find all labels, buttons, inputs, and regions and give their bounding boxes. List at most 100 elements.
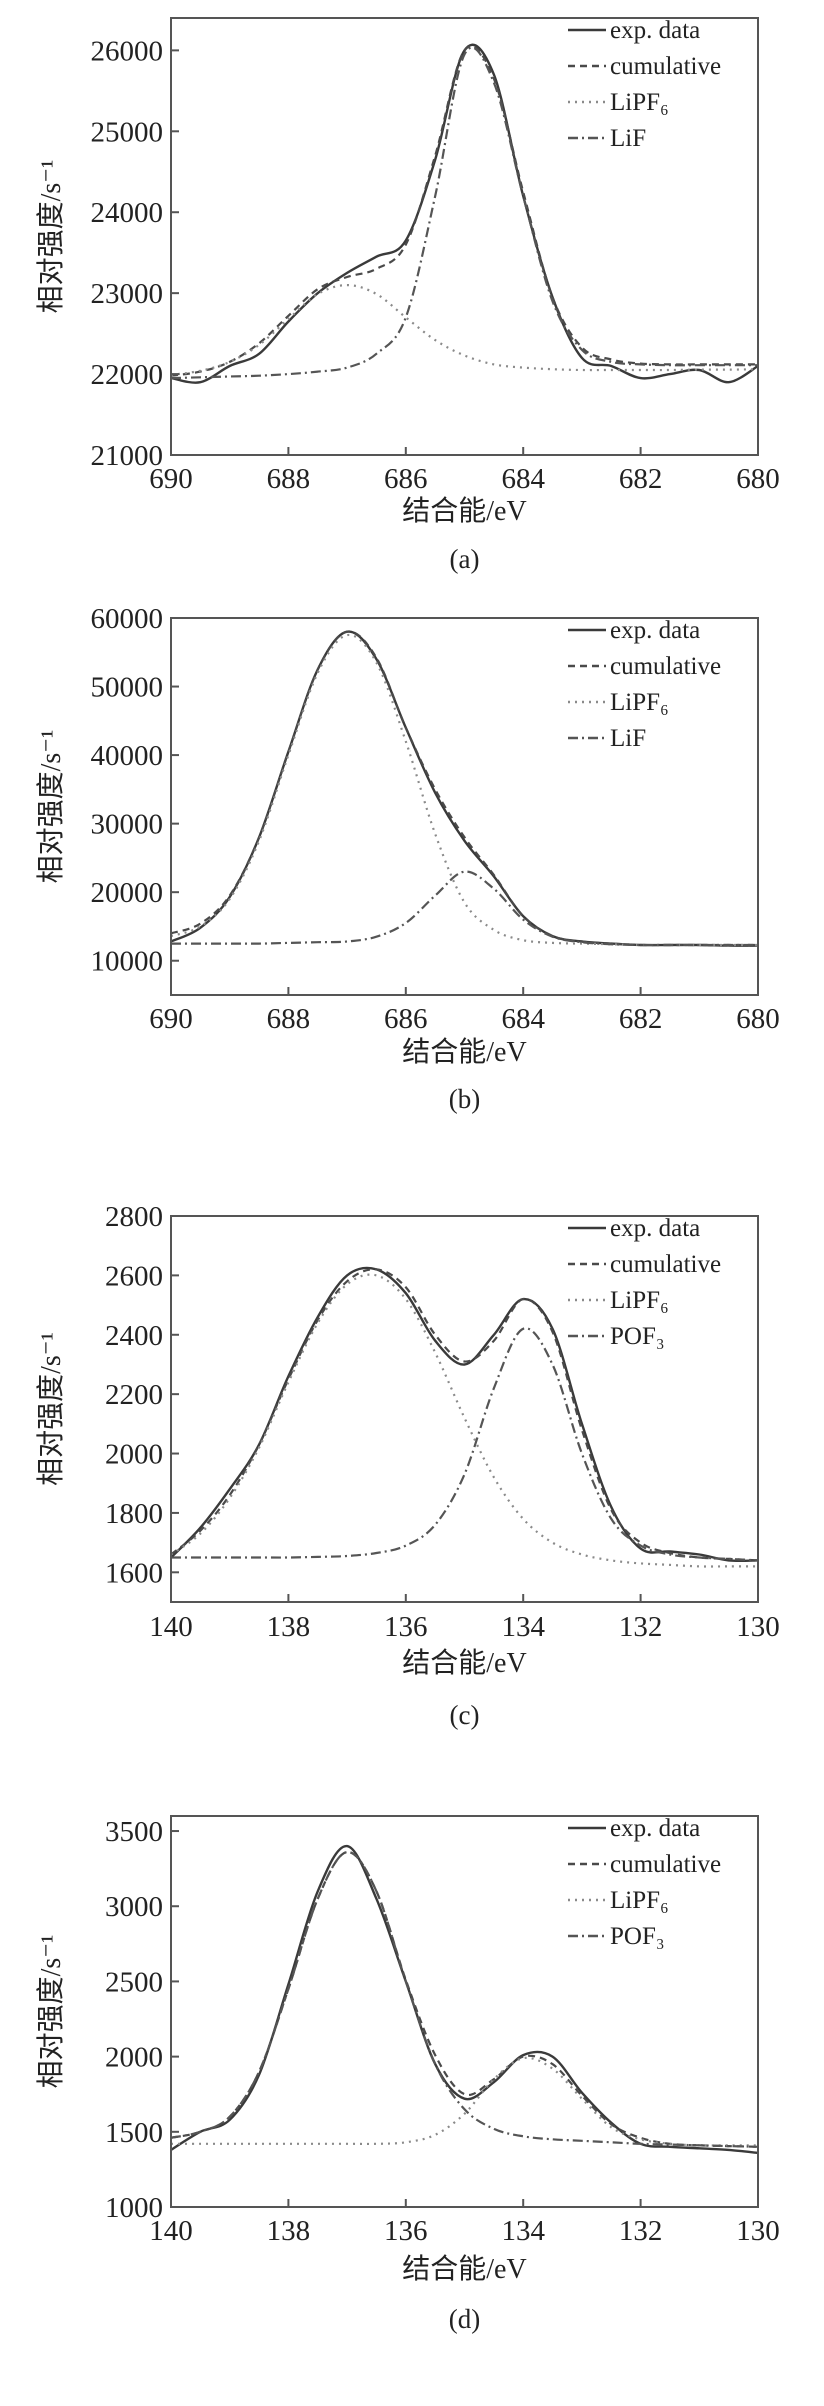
series-line-dotted [170,283,759,376]
legend-label: LiPF₆ [610,1287,669,1314]
panel-caption: (a) [450,544,480,574]
series-line-dashdot [170,1327,759,1562]
y-tick-label: 50000 [91,672,164,704]
y-tick-label: 1800 [105,1498,163,1530]
series-line-dotted [170,1273,758,1568]
series-line-dashed [170,1851,759,2148]
series-line-dotted [170,633,758,947]
legend-label: LiPF₆ [610,689,669,716]
x-tick-label: 682 [619,463,663,495]
plot-frame [170,617,759,996]
x-tick-label: 130 [736,2215,780,2247]
legend-label: POF₃ [610,1923,665,1950]
y-tick-label: 24000 [91,197,164,229]
plot-frame [170,1815,759,2208]
legend-label: cumulative [610,1851,721,1878]
legend-label: POF₃ [610,1323,665,1350]
legend-label: LiPF₆ [610,1887,669,1914]
series-line-dashed [170,1268,759,1562]
x-tick-label: 130 [736,1611,780,1643]
series-line-dashdot [170,46,758,380]
legend-label: cumulative [610,653,721,680]
y-axis-label: 相对强度/s⁻¹ [35,1332,67,1486]
series-line-solid [170,1266,759,1563]
y-tick-label: 1000 [105,2192,163,2224]
x-tick-label: 690 [149,463,193,495]
y-tick-label: 2800 [105,1201,163,1233]
x-tick-label: 132 [619,2215,663,2247]
plot-frame [170,1215,759,1603]
x-tick-label: 684 [501,1003,545,1035]
y-axis-label: 相对强度/s⁻¹ [35,1935,67,2089]
x-tick-label: 138 [267,2215,311,2247]
y-tick-label: 2000 [105,2042,163,2074]
x-tick-label: 138 [267,1611,311,1643]
y-axis-label: 相对强度/s⁻¹ [35,730,67,884]
y-tick-label: 23000 [91,278,164,310]
y-tick-label: 25000 [91,116,164,148]
legend-label: exp. data [610,17,700,44]
chart-panel-b: 690 688 686 684 682 680 10000 20000 30000 40000 50… [35,603,780,1114]
series-line-dashdot [170,1851,759,2148]
x-axis-label: 结合能/eV [402,1036,526,1068]
y-tick-label: 2600 [105,1260,163,1292]
chart-panel-c: 140 138 136 134 132 130 1600 1800 2000 2200 2400 26… [35,1201,780,1730]
x-tick-label: 140 [149,2215,193,2247]
x-tick-label: 688 [267,1003,311,1035]
y-tick-label: 22000 [91,359,164,391]
x-axis-label: 结合能/eV [402,2253,526,2285]
legend-label: exp. data [610,1215,700,1242]
y-tick-label: 20000 [91,877,164,909]
x-axis-label: 结合能/eV [402,495,526,527]
x-tick-label: 140 [149,1611,193,1643]
series-line-dashed [170,45,758,377]
y-tick-label: 3000 [105,1891,163,1923]
legend-label: LiF [610,125,646,152]
x-tick-label: 136 [384,1611,428,1643]
panel-caption: (c) [450,1700,480,1730]
y-tick-label: 21000 [91,440,164,472]
legend-label: LiF [610,725,646,752]
legend-label: cumulative [610,53,721,80]
legend-label: exp. data [610,1815,700,1842]
y-tick-label: 3500 [105,1816,163,1848]
x-tick-label: 688 [267,463,311,495]
y-tick-label: 30000 [91,809,164,841]
chart-panel-a: 690 688 686 684 682 680 21000 22000 23000 24000 25… [35,17,780,574]
legend-label: exp. data [610,617,700,644]
x-axis-label: 结合能/eV [402,1647,526,1679]
x-tick-label: 680 [736,1003,780,1035]
series-line-solid [170,1844,759,2155]
chart-panel-d: 140 138 136 134 132 130 1000 1500 2000 2500 3000 35… [35,1815,780,2334]
panel-caption: (b) [449,1084,480,1114]
x-tick-label: 134 [501,1611,545,1643]
x-tick-label: 686 [384,463,428,495]
series-line-solid [170,43,759,384]
panel-caption: (d) [449,2304,480,2334]
y-tick-label: 1500 [105,2117,163,2149]
x-tick-label: 134 [501,2215,545,2247]
series-line-dashdot [170,870,758,947]
y-tick-label: 10000 [91,946,164,978]
x-tick-label: 132 [619,1611,663,1643]
y-tick-label: 40000 [91,740,164,772]
x-tick-label: 690 [149,1003,193,1035]
y-tick-label: 2200 [105,1379,163,1411]
plot-frame [170,17,759,456]
y-axis-label: 相对强度/s⁻¹ [35,160,67,314]
y-tick-label: 2000 [105,1439,163,1471]
legend-label: LiPF₆ [610,89,669,116]
series-line-dotted [170,2056,758,2147]
legend-label: cumulative [610,1251,721,1278]
x-tick-label: 686 [384,1003,428,1035]
x-tick-label: 682 [619,1003,663,1035]
x-tick-label: 684 [501,463,545,495]
y-tick-label: 2500 [105,1966,163,1998]
x-tick-label: 680 [736,463,780,495]
y-tick-label: 26000 [91,35,164,67]
x-tick-label: 136 [384,2215,428,2247]
y-tick-label: 1600 [105,1557,163,1589]
y-tick-label: 2400 [105,1320,163,1352]
y-tick-label: 60000 [91,603,164,635]
